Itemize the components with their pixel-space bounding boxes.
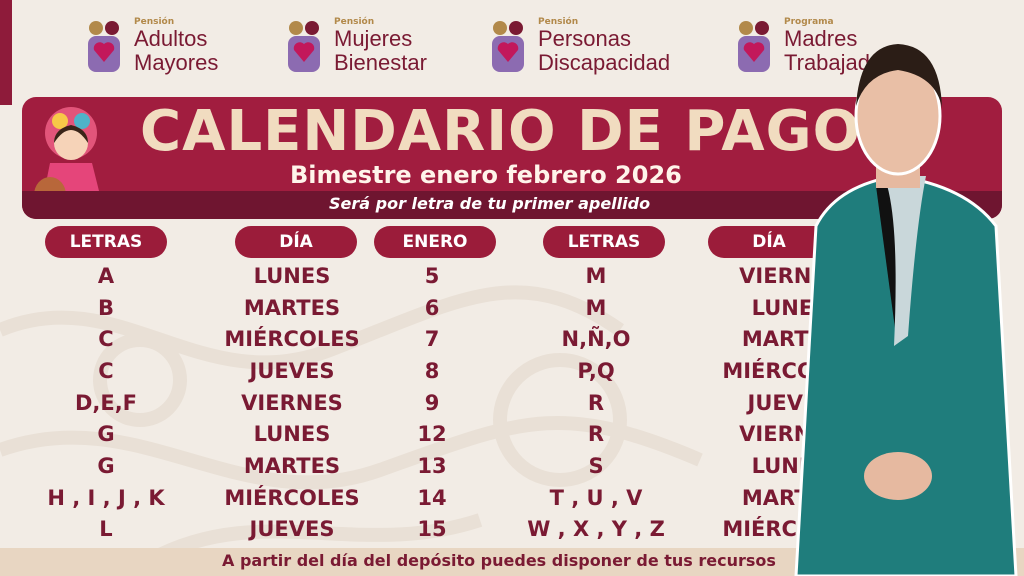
footer-text: A partir del día del depósito puedes dis… <box>222 551 776 570</box>
letras-cell: S <box>588 454 604 478</box>
fecha-cell: 13 <box>417 454 447 478</box>
letras-cell: C <box>98 359 114 383</box>
fecha-cell: 9 <box>424 391 440 415</box>
logo-kicker: Programa <box>784 17 834 28</box>
letras-cell: L <box>99 517 113 541</box>
fecha-cell: 8 <box>424 359 440 383</box>
person-photo <box>794 44 1018 576</box>
logo-kicker: Pensión <box>334 17 375 28</box>
program-logo: Pensión Adultos Mayores <box>80 18 218 74</box>
header-letras-2: LETRAS <box>543 226 665 258</box>
letras-cell: M <box>585 296 607 320</box>
women-heart-icon <box>288 21 320 72</box>
logo-line2: Discapacidad <box>538 49 671 75</box>
program-logo: Pensión Personas Discapacidad <box>484 18 670 74</box>
dia-cell: MIÉRCOLES <box>224 327 360 351</box>
logo-line1: Mujeres <box>334 26 413 52</box>
dia-cell: JUEVES <box>249 359 335 383</box>
fecha-cell: 12 <box>417 422 447 446</box>
mother-children-icon <box>738 21 770 72</box>
fecha-cell: 15 <box>417 517 447 541</box>
letras-cell: B <box>97 296 114 320</box>
banner-title: CALENDARIO DE PAGOS <box>140 99 903 164</box>
elderly-couple-heart-icon <box>88 21 120 72</box>
letras-cell: M <box>585 264 607 288</box>
logo-kicker: Pensión <box>134 17 175 28</box>
dia-cell: JUEVES <box>249 517 335 541</box>
fecha-cell: 6 <box>424 296 440 320</box>
logo-line1: Adultos <box>134 26 208 52</box>
fecha-cell: 7 <box>424 327 440 351</box>
dia-cell: LUNES <box>253 264 331 288</box>
logo-line2: Bienestar <box>334 49 427 75</box>
dia-cell: MARTES <box>243 454 341 478</box>
program-logo: Pensión Mujeres Bienestar <box>280 18 427 74</box>
logo-kicker: Pensión <box>538 17 579 28</box>
fecha-cell: 5 <box>424 264 440 288</box>
letras-cell: R <box>587 422 605 446</box>
fecha-cell: 14 <box>417 486 447 510</box>
dia-cell: MIÉRCOLES <box>224 486 360 510</box>
letras-cell: T , U , V <box>549 486 643 510</box>
logo-line2: Mayores <box>134 49 219 75</box>
letras-cell: W , X , Y , Z <box>527 517 665 541</box>
banner-note: Será por letra de tu primer apellido <box>329 194 651 213</box>
banner-subtitle: Bimestre enero febrero 2026 <box>290 161 682 189</box>
header-enero: ENERO <box>374 226 496 258</box>
logo-line1: Personas <box>538 26 631 52</box>
letras-cell: N,Ñ,O <box>561 327 631 351</box>
letras-cell: G <box>97 454 115 478</box>
logo-line1: Madres <box>784 26 858 52</box>
header-dia-2: DÍA <box>708 226 830 258</box>
letras-cell: R <box>587 391 605 415</box>
letras-cell: H , I , J , K <box>47 486 165 510</box>
letras-cell: A <box>97 264 115 288</box>
header-dia: DÍA <box>235 226 357 258</box>
side-accent <box>0 0 12 105</box>
dia-cell: LUNES <box>253 422 331 446</box>
letras-cell: C <box>98 327 114 351</box>
letras-cell: G <box>97 422 115 446</box>
letras-cell: D,E,F <box>74 391 138 415</box>
dia-cell: VIERNES <box>241 391 343 415</box>
dia-cell: MARTES <box>243 296 341 320</box>
header-letras: LETRAS <box>45 226 167 258</box>
letras-cell: P,Q <box>577 359 615 383</box>
accessibility-heart-icon <box>492 21 524 72</box>
